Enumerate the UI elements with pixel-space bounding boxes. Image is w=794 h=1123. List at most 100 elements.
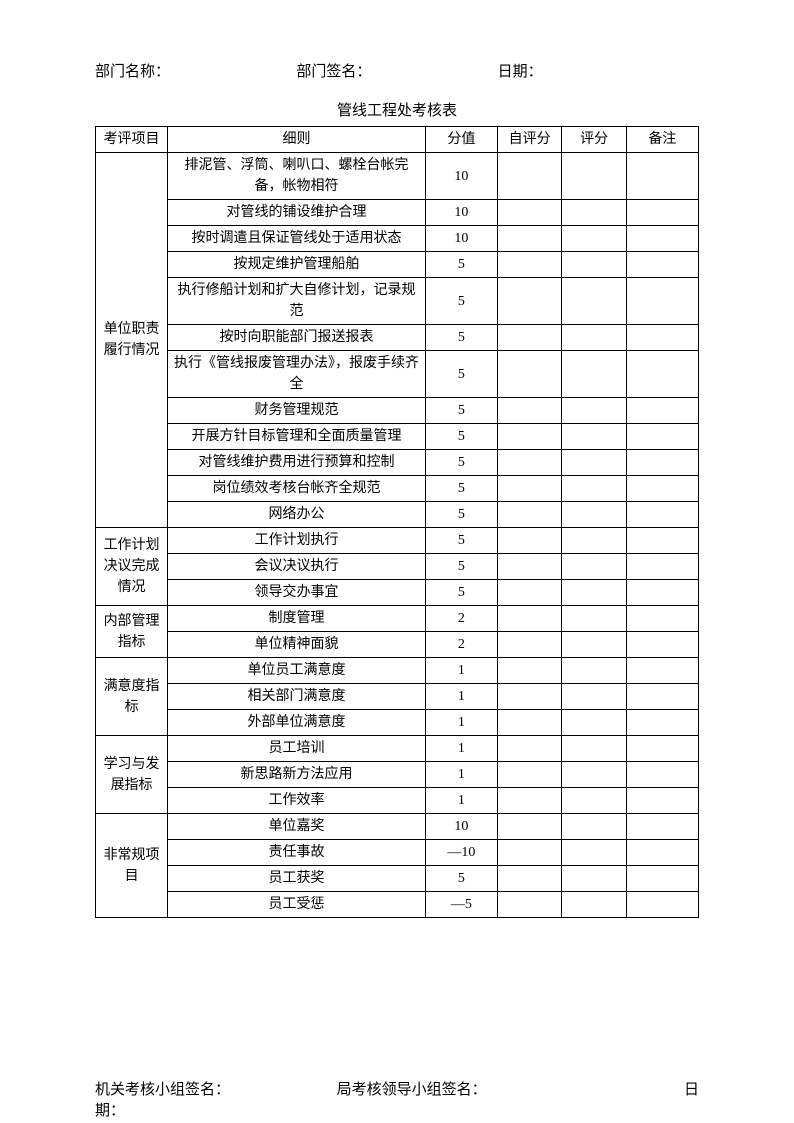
score-cell: —5: [425, 892, 497, 918]
eval-cell: [562, 814, 626, 840]
note-cell: [626, 226, 698, 252]
self-cell: [497, 788, 561, 814]
eval-cell: [562, 710, 626, 736]
self-cell: [497, 866, 561, 892]
score-cell: 1: [425, 710, 497, 736]
table-row: 会议决议执行5: [96, 554, 699, 580]
table-row: 网络办公5: [96, 502, 699, 528]
table-row: 领导交办事宜5: [96, 580, 699, 606]
rule-cell: 相关部门满意度: [168, 684, 426, 710]
rule-cell: 按时调遣且保证管线处于适用状态: [168, 226, 426, 252]
category-cell: 单位职责履行情况: [96, 153, 168, 528]
eval-cell: [562, 866, 626, 892]
note-cell: [626, 450, 698, 476]
table-row: 执行修船计划和扩大自修计划，记录规范5: [96, 278, 699, 325]
self-cell: [497, 351, 561, 398]
score-cell: 2: [425, 606, 497, 632]
self-cell: [497, 398, 561, 424]
eval-cell: [562, 398, 626, 424]
eval-cell: [562, 450, 626, 476]
table-row: 按规定维护管理船舶5: [96, 252, 699, 278]
score-cell: —10: [425, 840, 497, 866]
eval-cell: [562, 278, 626, 325]
rule-cell: 单位嘉奖: [168, 814, 426, 840]
self-cell: [497, 153, 561, 200]
eval-cell: [562, 840, 626, 866]
note-cell: [626, 200, 698, 226]
table-row: 相关部门满意度1: [96, 684, 699, 710]
note-cell: [626, 476, 698, 502]
table-row: 非常规项目单位嘉奖10: [96, 814, 699, 840]
bureau-sign-label: 局考核领导小组签名：: [337, 1078, 639, 1099]
category-cell: 工作计划决议完成情况: [96, 528, 168, 606]
table-row: 内部管理指标制度管理2: [96, 606, 699, 632]
note-cell: [626, 424, 698, 450]
score-cell: 5: [425, 351, 497, 398]
table-row: 工作效率1: [96, 788, 699, 814]
table-row: 员工获奖5: [96, 866, 699, 892]
score-cell: 10: [425, 226, 497, 252]
table-row: 满意度指标单位员工满意度1: [96, 658, 699, 684]
eval-cell: [562, 153, 626, 200]
rule-cell: 制度管理: [168, 606, 426, 632]
eval-cell: [562, 606, 626, 632]
self-cell: [497, 325, 561, 351]
rule-cell: 员工受惩: [168, 892, 426, 918]
note-cell: [626, 398, 698, 424]
footer-date-label-1: 日: [639, 1078, 699, 1099]
note-cell: [626, 606, 698, 632]
note-cell: [626, 658, 698, 684]
category-cell: 非常规项目: [96, 814, 168, 918]
rule-cell: 按时向职能部门报送报表: [168, 325, 426, 351]
col-category: 考评项目: [96, 127, 168, 153]
category-cell: 满意度指标: [96, 658, 168, 736]
score-cell: 5: [425, 866, 497, 892]
eval-cell: [562, 736, 626, 762]
note-cell: [626, 710, 698, 736]
eval-cell: [562, 325, 626, 351]
eval-cell: [562, 226, 626, 252]
rule-cell: 领导交办事宜: [168, 580, 426, 606]
table-row: 单位职责履行情况排泥管、浮筒、喇叭口、螺栓台帐完备，帐物相符10: [96, 153, 699, 200]
self-cell: [497, 762, 561, 788]
note-cell: [626, 351, 698, 398]
self-cell: [497, 684, 561, 710]
col-eval: 评分: [562, 127, 626, 153]
self-cell: [497, 892, 561, 918]
note-cell: [626, 502, 698, 528]
rule-cell: 对管线维护费用进行预算和控制: [168, 450, 426, 476]
rule-cell: 排泥管、浮筒、喇叭口、螺栓台帐完备，帐物相符: [168, 153, 426, 200]
note-cell: [626, 252, 698, 278]
rule-cell: 按规定维护管理船舶: [168, 252, 426, 278]
table-row: 外部单位满意度1: [96, 710, 699, 736]
footer-line: 机关考核小组签名： 局考核领导小组签名： 日 期：: [95, 1078, 699, 1120]
eval-cell: [562, 252, 626, 278]
rule-cell: 工作效率: [168, 788, 426, 814]
footer-date-label-2: 期：: [95, 1099, 699, 1120]
note-cell: [626, 528, 698, 554]
note-cell: [626, 788, 698, 814]
self-cell: [497, 528, 561, 554]
table-row: 财务管理规范5: [96, 398, 699, 424]
score-cell: 1: [425, 736, 497, 762]
score-cell: 1: [425, 658, 497, 684]
eval-cell: [562, 502, 626, 528]
score-cell: 5: [425, 278, 497, 325]
rule-cell: 对管线的铺设维护合理: [168, 200, 426, 226]
note-cell: [626, 632, 698, 658]
score-cell: 5: [425, 528, 497, 554]
self-cell: [497, 226, 561, 252]
assessment-table: 考评项目 细则 分值 自评分 评分 备注 单位职责履行情况排泥管、浮筒、喇叭口、…: [95, 126, 699, 918]
org-sign-label: 机关考核小组签名：: [95, 1078, 337, 1099]
category-cell: 学习与发展指标: [96, 736, 168, 814]
eval-cell: [562, 351, 626, 398]
note-cell: [626, 325, 698, 351]
table-row: 责任事故—10: [96, 840, 699, 866]
table-row: 员工受惩—5: [96, 892, 699, 918]
self-cell: [497, 710, 561, 736]
self-cell: [497, 658, 561, 684]
table-row: 按时向职能部门报送报表5: [96, 325, 699, 351]
table-header-row: 考评项目 细则 分值 自评分 评分 备注: [96, 127, 699, 153]
self-cell: [497, 252, 561, 278]
score-cell: 10: [425, 153, 497, 200]
